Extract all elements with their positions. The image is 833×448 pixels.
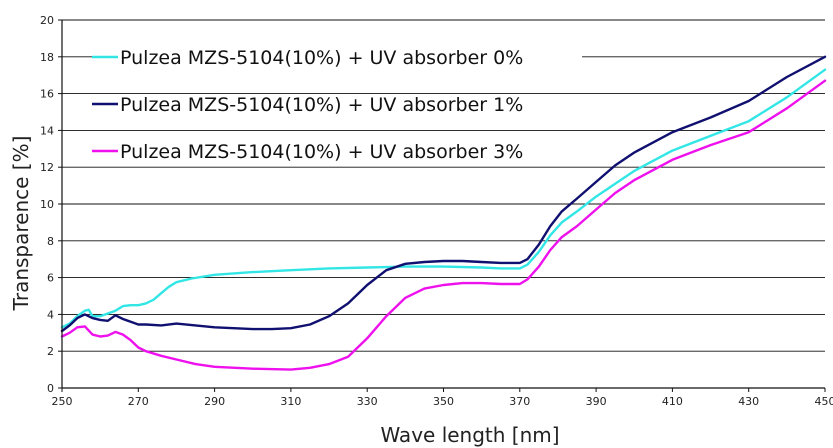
x-tick-label: 410 [662,395,683,408]
series-line-1 [60,68,827,329]
y-tick-labels: 0 2 4 6 8 10 12 14 16 18 20 [40,14,54,395]
x-tick-label: 430 [738,395,759,408]
y-axis-title: Transparence [%] [9,136,33,312]
x-tick-label: 330 [357,395,378,408]
legend-bg [92,94,582,116]
y-tick-label: 16 [40,88,54,101]
x-tick-label: 450 [815,395,833,408]
x-tick-label: 310 [280,395,301,408]
legend: Pulzea MZS-5104(10%) + UV absorber 0% Pul… [92,47,582,163]
axes [58,19,826,392]
y-tick-label: 12 [40,161,54,174]
y-tick-label: 14 [40,124,54,137]
legend-bg [92,47,582,69]
x-tick-label: 350 [433,395,454,408]
x-axis-title: Wave length [nm] [380,423,559,447]
gridlines [62,19,825,352]
y-tick-label: 2 [47,345,54,358]
y-tick-label: 8 [47,235,54,248]
y-tick-label: 4 [47,308,54,321]
x-tick-label: 390 [586,395,607,408]
legend-bg [92,141,582,163]
legend-label: Pulzea MZS-5104(10%) + UV absorber 0% [120,47,523,69]
x-tick-label: 290 [204,395,225,408]
x-tick-label: 270 [128,395,149,408]
y-tick-label: 0 [47,382,54,395]
legend-label: Pulzea MZS-5104(10%) + UV absorber 3% [120,141,523,163]
y-tick-label: 6 [47,272,54,285]
x-tick-label: 370 [509,395,530,408]
y-tick-label: 10 [40,198,54,211]
series-line-2 [60,55,827,333]
y-tick-label: 18 [40,51,54,64]
x-tick-labels: 250 270 290 310 330 350 370 390 410 430 450 [52,395,833,408]
series-lines [60,55,827,371]
series-line-3 [60,79,827,371]
legend-label: Pulzea MZS-5104(10%) + UV absorber 1% [120,94,523,116]
y-tick-label: 20 [40,14,54,27]
x-tick-label: 250 [52,395,73,408]
